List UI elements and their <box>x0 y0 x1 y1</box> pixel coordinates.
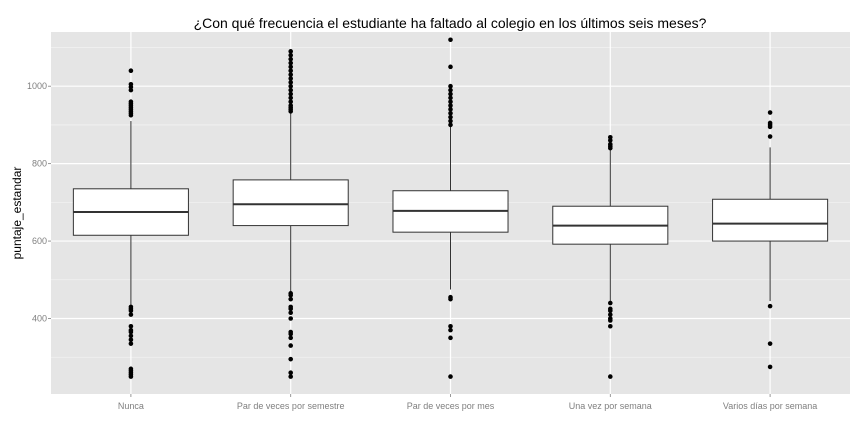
outlier-point <box>288 68 294 74</box>
y-tick-label: 400 <box>32 314 47 324</box>
outlier-point <box>608 323 613 329</box>
outlier-point <box>288 310 294 315</box>
outlier-point <box>288 292 294 298</box>
x-tick-label: Una vez por semana <box>569 401 652 411</box>
outlier-point <box>128 87 134 93</box>
outlier-point <box>288 56 294 62</box>
outlier-point <box>128 323 134 329</box>
outlier-point <box>448 99 453 104</box>
outlier-point <box>288 76 294 81</box>
box-2 <box>232 49 349 379</box>
outlier-point <box>448 122 453 128</box>
outlier-point <box>608 138 613 143</box>
outlier-point <box>448 374 453 379</box>
box-5 <box>712 110 829 370</box>
outlier-point <box>288 343 294 348</box>
outlier-point <box>448 95 453 101</box>
outlier-point <box>767 303 773 309</box>
outlier-point <box>288 52 294 58</box>
outlier-point <box>128 374 134 379</box>
outlier-point <box>288 95 294 101</box>
outlier-point <box>128 333 134 339</box>
outlier-point <box>608 300 613 306</box>
outlier-point <box>288 370 294 376</box>
outlier-point <box>448 327 453 333</box>
outlier-point <box>128 308 134 314</box>
y-tick-label: 1000 <box>27 81 47 91</box>
outlier-point <box>767 341 773 346</box>
outlier-point <box>128 312 134 317</box>
outlier-point <box>448 114 453 120</box>
outlier-point <box>767 110 773 115</box>
x-axis-ticks: Nunca Par de veces por semestre Par de vec… <box>118 394 817 411</box>
outlier-point <box>448 87 453 93</box>
y-tick-label: 800 <box>32 159 47 169</box>
outlier-point <box>288 49 294 54</box>
outlier-point <box>288 335 294 341</box>
outlier-point <box>448 111 453 116</box>
outlier-point <box>288 80 294 85</box>
x-tick-label: Par de veces por semestre <box>237 401 345 411</box>
outlier-point <box>288 374 294 379</box>
outlier-point <box>608 312 613 317</box>
chart-title: ¿Con qué frecuencia el estudiante ha fal… <box>194 15 707 31</box>
y-axis-label: puntaje_estandar <box>10 167 24 260</box>
box-group <box>72 37 829 379</box>
outlier-point <box>608 318 613 323</box>
x-tick-label: Par de veces por mes <box>407 401 495 411</box>
outlier-point <box>288 109 294 114</box>
outlier-point <box>288 296 294 302</box>
box-1 <box>72 68 189 379</box>
outlier-point <box>448 91 453 97</box>
outlier-point <box>128 68 134 74</box>
outlier-point <box>128 337 134 343</box>
outlier-point <box>288 356 294 362</box>
y-tick-label: 600 <box>32 236 47 246</box>
outlier-point <box>288 83 294 89</box>
outlier-point <box>448 83 453 89</box>
outlier-point <box>128 341 134 346</box>
outlier-point <box>767 134 773 139</box>
box-iqr <box>232 179 349 227</box>
outlier-point <box>448 323 453 329</box>
outlier-point <box>448 107 453 112</box>
outlier-point <box>288 99 294 104</box>
outlier-point <box>448 64 453 70</box>
x-tick-label: Nunca <box>118 401 144 411</box>
outlier-point <box>128 112 134 118</box>
outlier-point <box>767 364 773 370</box>
box-4 <box>552 135 669 379</box>
outlier-point <box>608 145 613 151</box>
outlier-point <box>288 331 294 337</box>
x-tick-label: Varios días por semana <box>723 401 817 411</box>
outlier-point <box>448 118 453 124</box>
outlier-point <box>608 374 613 379</box>
outlier-point <box>128 329 134 335</box>
y-axis-ticks: 400 600 800 1000 <box>27 81 51 324</box>
outlier-point <box>448 103 453 108</box>
box-iqr <box>712 198 829 242</box>
outlier-point <box>288 316 294 321</box>
outlier-point <box>448 335 453 341</box>
outlier-point <box>288 306 294 312</box>
outlier-point <box>288 64 294 70</box>
outlier-point <box>288 72 294 77</box>
outlier-point <box>288 91 294 97</box>
outlier-point <box>608 308 613 314</box>
outlier-point <box>288 60 294 66</box>
box-3 <box>392 37 509 379</box>
outlier-point <box>448 296 453 302</box>
outlier-point <box>448 37 453 43</box>
outlier-point <box>288 87 294 93</box>
outlier-point <box>767 124 773 130</box>
